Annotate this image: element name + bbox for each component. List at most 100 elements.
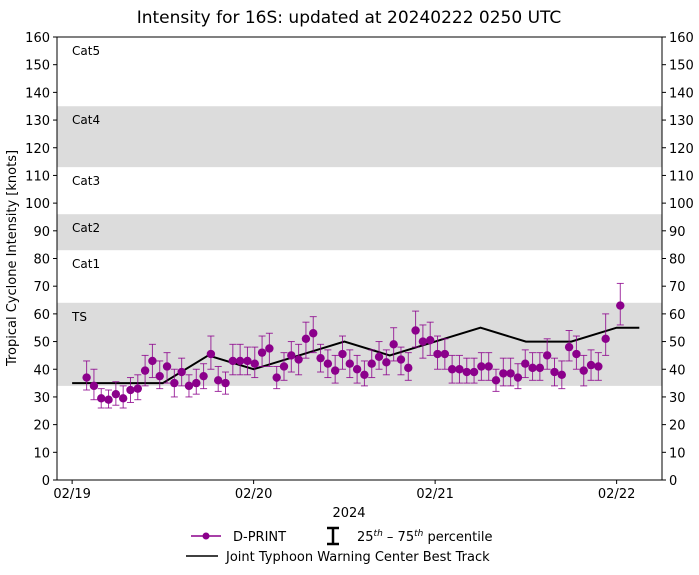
y-tick-label-left: 50 bbox=[33, 336, 50, 351]
band-cat4 bbox=[57, 106, 662, 168]
y-tick-label-right: 0 bbox=[669, 474, 677, 489]
dprint-marker bbox=[221, 378, 230, 388]
y-tick-label-left: 40 bbox=[33, 363, 50, 378]
dprint-marker bbox=[382, 358, 391, 367]
y-tick-label-right: 160 bbox=[669, 31, 694, 46]
band-label-cat4: Cat4 bbox=[72, 113, 100, 127]
dprint-marker bbox=[82, 373, 91, 382]
dprint-point bbox=[316, 343, 325, 373]
dprint-point bbox=[374, 341, 384, 370]
dprint-point bbox=[235, 343, 245, 376]
plot-frame bbox=[56, 36, 663, 481]
dprint-point bbox=[426, 321, 435, 356]
dprint-point bbox=[616, 282, 625, 326]
dprint-marker bbox=[499, 369, 508, 378]
dprint-marker bbox=[323, 359, 333, 368]
dprint-marker bbox=[162, 362, 172, 371]
dprint-marker bbox=[228, 356, 238, 366]
dprint-marker bbox=[426, 335, 435, 345]
dprint-point bbox=[272, 365, 281, 390]
dprint-marker bbox=[199, 371, 208, 381]
dprint-marker bbox=[367, 359, 376, 368]
y-tick-label-right: 110 bbox=[669, 169, 694, 184]
y-tick-label-right: 60 bbox=[669, 308, 686, 323]
dprint-point bbox=[557, 360, 566, 390]
dprint-point bbox=[177, 357, 186, 387]
y-tick-label-left: 140 bbox=[25, 86, 50, 101]
dprint-marker bbox=[528, 363, 537, 373]
dprint-marker bbox=[170, 378, 179, 388]
x-axis-label: 2024 bbox=[332, 506, 365, 521]
dprint-marker bbox=[535, 363, 545, 373]
dprint-marker bbox=[550, 367, 559, 377]
dprint-marker bbox=[521, 359, 530, 368]
dprint-point bbox=[330, 354, 340, 384]
dprint-point bbox=[250, 346, 259, 379]
y-tick-label-right: 70 bbox=[669, 280, 686, 295]
dprint-marker bbox=[389, 340, 398, 349]
y-tick-label-right: 100 bbox=[669, 197, 694, 212]
legend-best-track-label: Joint Typhoon Warning Center Best Track bbox=[225, 550, 490, 565]
dprint-marker bbox=[104, 395, 113, 404]
dprint-marker bbox=[265, 344, 274, 353]
dprint-marker bbox=[586, 360, 596, 370]
dprint-point bbox=[279, 352, 289, 381]
band-label-ts: TS bbox=[71, 310, 87, 324]
dprint-marker bbox=[177, 367, 186, 377]
dprint-marker bbox=[440, 349, 450, 359]
y-tick-label-left: 130 bbox=[25, 114, 50, 129]
y-tick-label-right: 130 bbox=[669, 114, 694, 129]
dprint-marker bbox=[97, 394, 106, 403]
dprint-marker bbox=[418, 337, 428, 346]
dprint-point bbox=[367, 349, 376, 379]
dprint-point bbox=[104, 389, 113, 409]
dprint-point bbox=[455, 354, 464, 384]
dprint-marker bbox=[279, 362, 289, 371]
dprint-point bbox=[214, 365, 223, 392]
dprint-point bbox=[564, 329, 574, 362]
dprint-point bbox=[579, 354, 588, 387]
dprint-marker bbox=[192, 378, 201, 388]
dprint-marker bbox=[455, 365, 464, 374]
y-tick-label-left: 30 bbox=[33, 391, 50, 406]
band-label-cat2: Cat2 bbox=[72, 221, 100, 235]
dprint-point bbox=[301, 321, 311, 359]
dprint-marker bbox=[235, 356, 245, 366]
dprint-point bbox=[133, 374, 142, 401]
dprint-point bbox=[513, 363, 523, 390]
y-tick-label-left: 110 bbox=[25, 169, 50, 184]
dprint-point bbox=[484, 352, 493, 381]
y-tick-label-right: 140 bbox=[669, 86, 694, 101]
dprint-point bbox=[338, 335, 347, 370]
y-tick-label-right: 80 bbox=[669, 253, 686, 268]
dprint-marker bbox=[301, 334, 311, 343]
dprint-marker bbox=[594, 362, 603, 371]
dprint-marker bbox=[616, 301, 625, 310]
x-tick-label: 02/21 bbox=[416, 487, 453, 502]
dprint-point bbox=[162, 352, 172, 384]
y-tick-label-left: 20 bbox=[33, 419, 50, 434]
dprint-point bbox=[535, 352, 545, 381]
dprint-marker bbox=[484, 362, 493, 371]
dprint-marker bbox=[360, 370, 369, 379]
dprint-point bbox=[294, 343, 303, 376]
legend: D-PRINT 25th – 75th percentile Joint Typ… bbox=[186, 526, 492, 565]
dprint-point bbox=[572, 335, 581, 370]
dprint-point bbox=[82, 360, 91, 391]
dprint-point bbox=[521, 349, 530, 379]
dprint-marker bbox=[447, 365, 457, 374]
dprint-point bbox=[170, 368, 179, 398]
dprint-marker bbox=[564, 342, 574, 352]
y-tick-label-left: 60 bbox=[33, 308, 50, 323]
band-label-cat3: Cat3 bbox=[72, 174, 100, 188]
dprint-marker bbox=[148, 356, 157, 366]
dprint-marker bbox=[396, 355, 406, 364]
dprint-point bbox=[97, 388, 106, 409]
dprint-point bbox=[462, 357, 471, 384]
dprint-marker bbox=[309, 329, 318, 338]
y-tick-label-left: 90 bbox=[33, 225, 50, 240]
dprint-marker bbox=[469, 367, 479, 377]
dprint-point bbox=[601, 313, 610, 356]
dprint-marker bbox=[506, 369, 515, 378]
dprint-point bbox=[440, 338, 450, 370]
